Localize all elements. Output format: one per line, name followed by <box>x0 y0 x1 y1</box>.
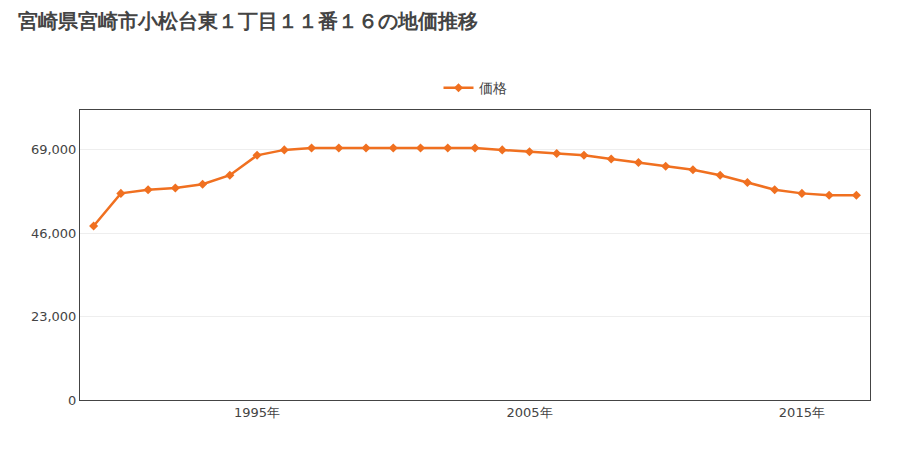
svg-text:0: 0 <box>68 393 76 408</box>
svg-text:46,000: 46,000 <box>31 226 77 241</box>
svg-text:2005年: 2005年 <box>506 405 552 420</box>
svg-text:1995年: 1995年 <box>234 405 280 420</box>
svg-text:23,000: 23,000 <box>31 309 77 324</box>
svg-text:69,000: 69,000 <box>31 142 77 157</box>
svg-text:価格: 価格 <box>479 80 507 96</box>
svg-text:宮崎県宮崎市小松台東１丁目１１番１６の地価推移: 宮崎県宮崎市小松台東１丁目１１番１６の地価推移 <box>18 9 478 33</box>
svg-text:2015年: 2015年 <box>779 405 825 420</box>
